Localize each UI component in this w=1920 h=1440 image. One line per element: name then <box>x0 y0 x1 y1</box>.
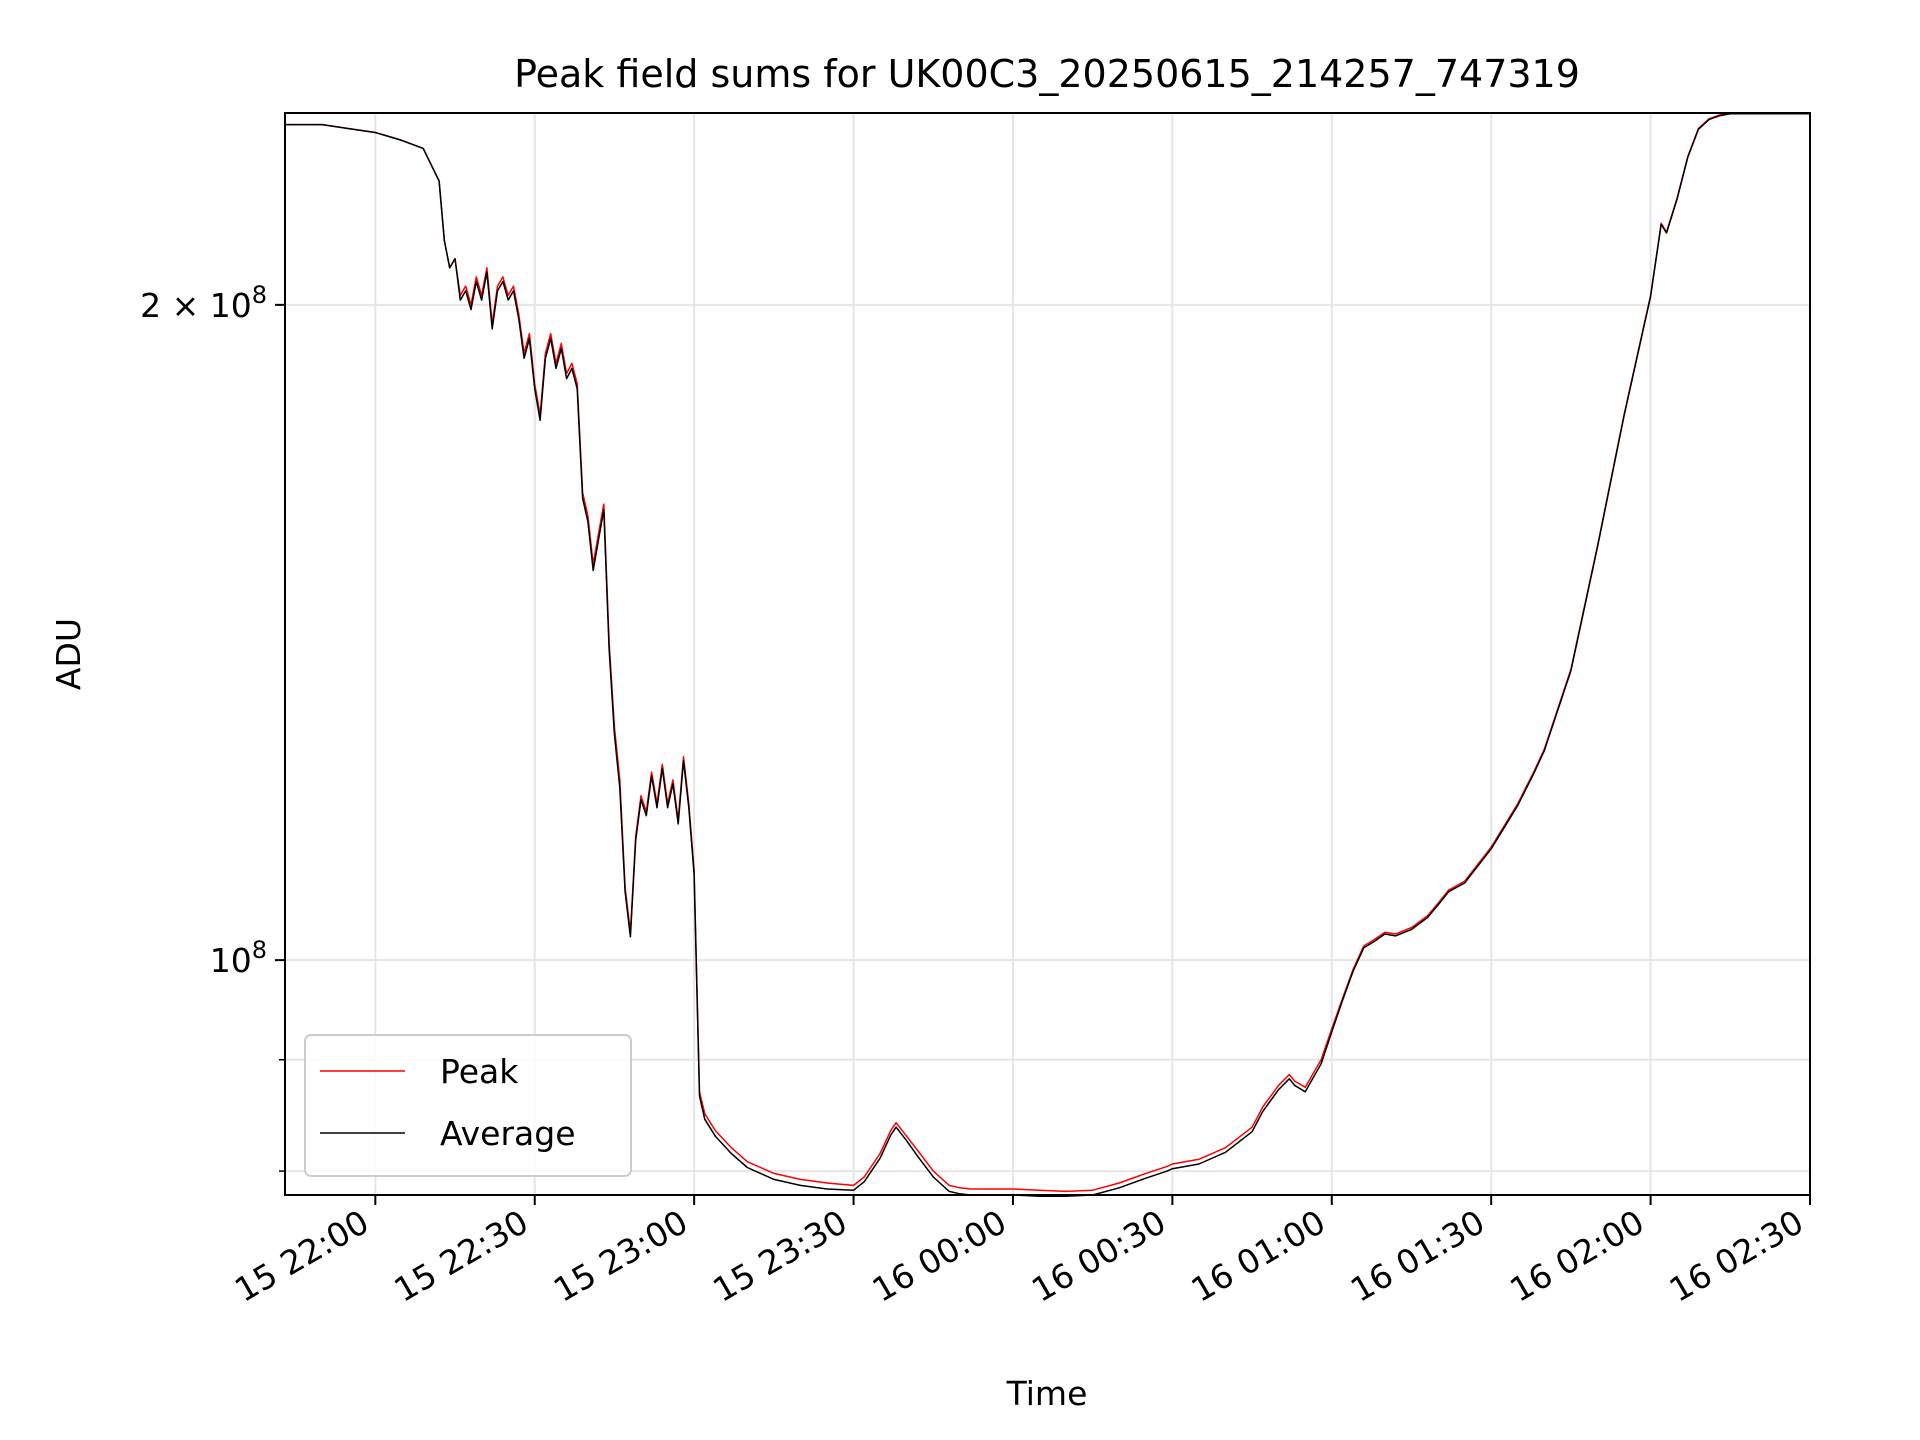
y-tick-label: 2 × 108 <box>140 281 267 325</box>
y-axis-label: ADU <box>49 618 88 690</box>
legend: Peak Average <box>304 1034 632 1177</box>
series-line-average <box>285 113 1810 1197</box>
x-axis-label: Time <box>1006 1374 1088 1413</box>
legend-label-average: Average <box>440 1114 576 1153</box>
y-tick-label: 108 <box>210 936 267 980</box>
legend-label-peak: Peak <box>440 1052 519 1091</box>
plot-area <box>285 113 1810 1195</box>
series-lines <box>285 112 1810 1197</box>
chart-title: Peak field sums for UK00C3_20250615_2142… <box>514 52 1580 96</box>
plot-frame <box>284 112 1811 1196</box>
series-line-peak <box>285 112 1810 1193</box>
y-axis-ticks: 108 2 × 108 <box>140 281 285 1172</box>
